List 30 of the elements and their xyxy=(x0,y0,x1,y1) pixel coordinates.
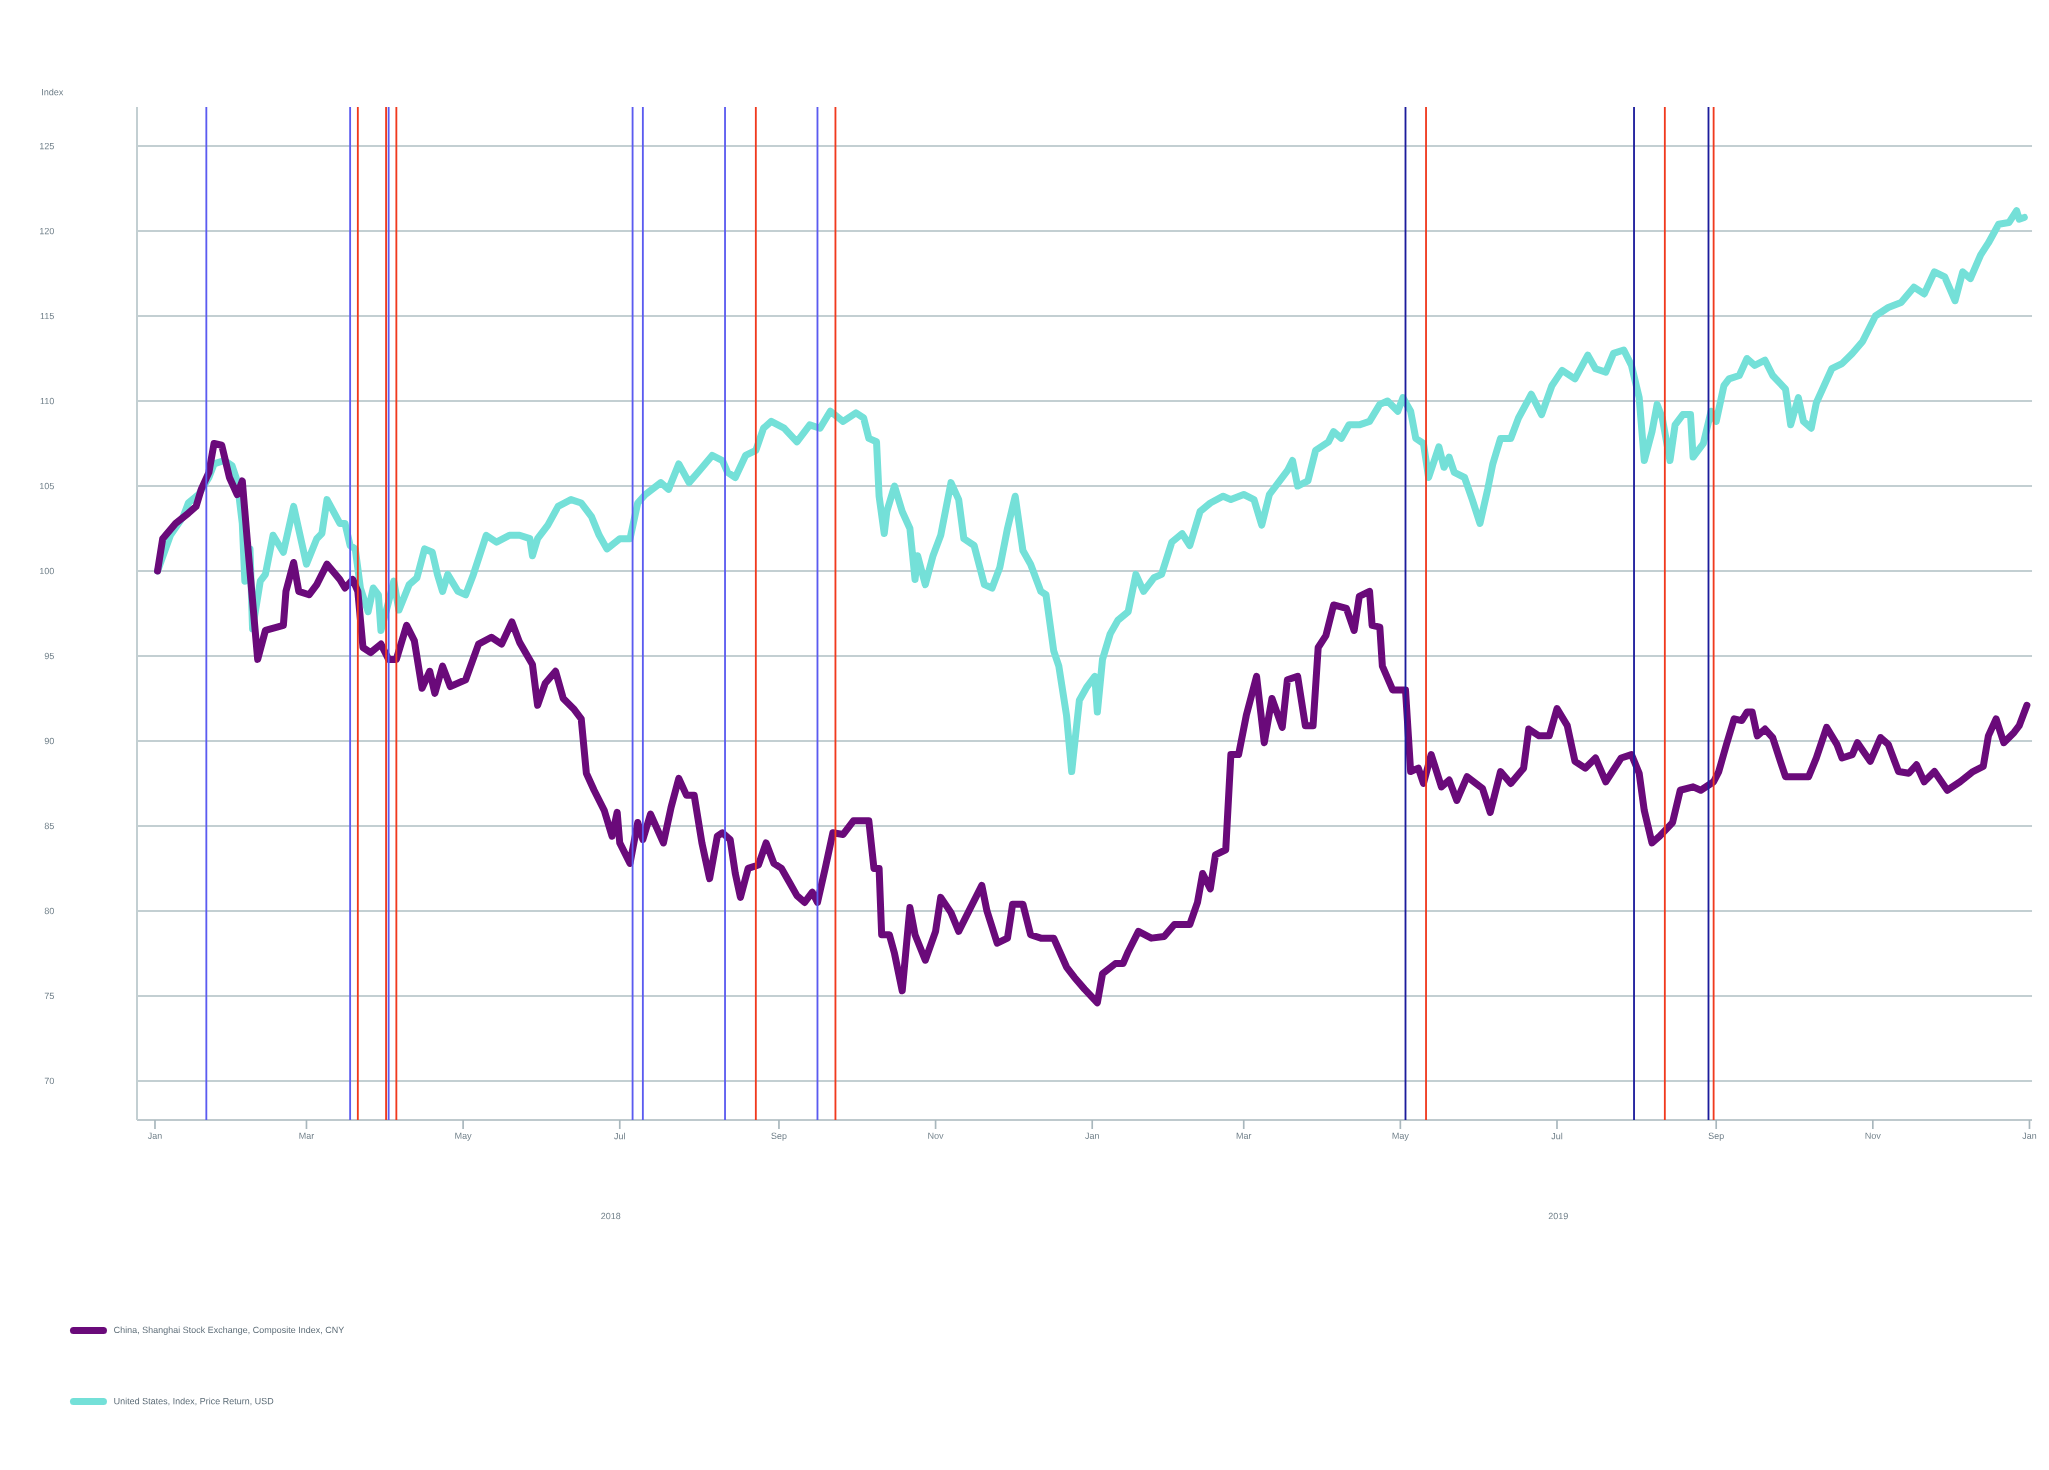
text: 2018 xyxy=(601,1212,621,1220)
y-tick-label: 100 xyxy=(40,567,54,575)
y-axis-title: Index xyxy=(42,88,64,96)
x-tick-label: Sep xyxy=(1708,1132,1724,1141)
x-tick-label: Nov xyxy=(1865,1132,1881,1139)
x-tick-label: Sep xyxy=(771,1132,787,1141)
x-tick-label: Mar xyxy=(299,1132,315,1139)
x-tick-label: May xyxy=(455,1132,472,1141)
text: 2019 xyxy=(1548,1212,1568,1220)
x-tick-label: May xyxy=(1392,1132,1409,1141)
y-tick-label: 115 xyxy=(40,312,54,320)
x-tick-label: Jan xyxy=(2022,1132,2037,1139)
y-tick-label: 125 xyxy=(40,142,54,150)
x-tick-label: Nov xyxy=(928,1132,944,1139)
y-tick-label: 90 xyxy=(44,737,54,745)
y-tick-label: 85 xyxy=(44,822,54,830)
x-tick-label: Jul xyxy=(1551,1132,1563,1140)
legend-label: China, Shanghai Stock Exchange, Composite Index, CNY xyxy=(114,1326,345,1335)
y-tick-label: 110 xyxy=(40,397,54,405)
y-tick-label: 105 xyxy=(40,482,54,490)
y-tick-label: 80 xyxy=(44,907,54,915)
x-tick-label: Jan xyxy=(147,1132,162,1139)
y-tick-label: 70 xyxy=(44,1077,54,1085)
y-tick-label: 120 xyxy=(40,227,54,235)
y-tick-label: 75 xyxy=(44,992,54,1000)
legend-label: United States, Index, Price Return, USD xyxy=(114,1397,274,1406)
x-tick-label: Mar xyxy=(1236,1132,1252,1139)
y-tick-label: 95 xyxy=(44,652,54,660)
x-tick-label: Jan xyxy=(1085,1132,1099,1139)
x-tick-label: Jul xyxy=(614,1132,625,1140)
